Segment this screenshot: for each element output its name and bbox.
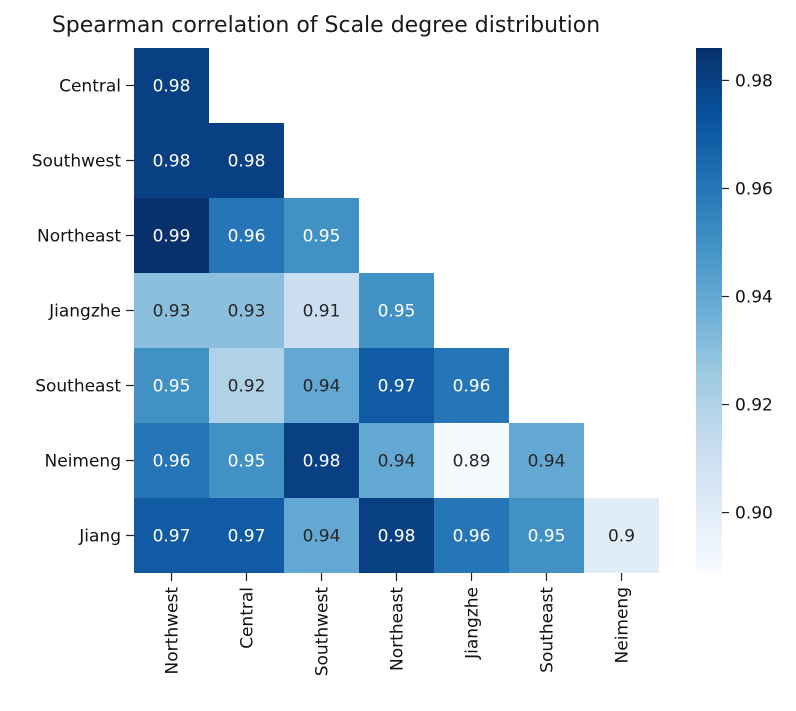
cell-value-label: 0.95 [228,452,266,472]
cell-value-label: 0.93 [228,302,266,322]
row-label: Central [59,77,121,97]
colorbar [696,48,722,572]
row-label: Jiangzhe [48,302,121,322]
heatmap-cell [134,123,209,198]
cell-value-label: 0.96 [228,227,266,247]
colorbar-ticks: 0.98 0.96 0.94 0.92 0.90 [722,71,773,524]
cell-value-label: 0.98 [153,152,191,172]
cell-value-label: 0.97 [378,377,416,397]
cell-value-label: 0.96 [453,527,491,547]
cell-value-label: 0.94 [528,452,566,472]
cell-value-label: 0.95 [378,302,416,322]
cell-value-label: 0.94 [378,452,416,472]
cell-value-label: 0.98 [153,77,191,97]
cell-value-label: 0.93 [153,302,191,322]
heatmap-cell [284,273,359,348]
heatmap-cells: 0.98 0.98 0.98 0.99 0.96 0.95 0.93 0.93 0.91 0.95… [134,48,659,573]
row-labels: Central Southwest Northeast Jiangzhe Southea… [32,77,134,547]
heatmap-cell [134,498,209,573]
cell-value-label: 0.95 [528,527,566,547]
cell-value-label: 0.9 [608,527,635,547]
heatmap-cell [434,423,509,498]
heatmap-cell [359,498,434,573]
heatmap-cell [284,423,359,498]
cell-value-label: 0.91 [303,302,341,322]
heatmap-cell [359,423,434,498]
cell-value-label: 0.99 [153,227,191,247]
cell-value-label: 0.97 [228,527,266,547]
cell-value-label: 0.94 [303,377,341,397]
row-label: Neimeng [45,452,121,472]
heatmap-cell [509,423,584,498]
cell-value-label: 0.96 [153,452,191,472]
heatmap-cell [284,498,359,573]
heatmap-cell [209,123,284,198]
column-label: Northeast [388,587,408,671]
heatmap-cell [134,273,209,348]
heatmap-cell [509,498,584,573]
cell-value-label: 0.89 [453,452,491,472]
cell-value-label: 0.98 [303,452,341,472]
heatmap-cell [209,273,284,348]
heatmap-cell [209,348,284,423]
cell-value-label: 0.92 [228,377,266,397]
chart-title: Spearman correlation of Scale degree dis… [52,13,600,38]
column-label: Central [238,587,258,649]
heatmap-cell [359,348,434,423]
heatmap-cell [134,198,209,273]
heatmap-cell [284,198,359,273]
heatmap-cell [209,198,284,273]
heatmap-cell [134,348,209,423]
heatmap-cell [134,48,209,123]
cell-value-label: 0.98 [228,152,266,172]
cell-value-label: 0.95 [303,227,341,247]
cell-value-label: 0.95 [153,377,191,397]
heatmap-cell [134,423,209,498]
column-label: Jiangzhe [463,587,483,660]
row-label: Southeast [35,377,121,397]
cell-value-label: 0.96 [453,377,491,397]
heatmap-cell [434,348,509,423]
colorbar-tick-label: 0.90 [735,504,773,524]
colorbar-tick-label: 0.96 [735,179,773,199]
heatmap-cell [209,498,284,573]
column-label: Neimeng [613,587,633,663]
heatmap-cell [359,273,434,348]
row-label: Jiang [78,527,121,547]
cell-value-label: 0.94 [303,527,341,547]
column-labels: Northwest Central Southwest Northeast Jiangz… [163,573,633,676]
heatmap-cell [584,498,659,573]
column-label: Southwest [313,587,333,677]
colorbar-tick-label: 0.98 [735,71,773,91]
heatmap-cell [434,498,509,573]
heatmap-cell [284,348,359,423]
column-label: Northwest [163,587,183,675]
row-label: Northeast [37,227,121,247]
cell-value-label: 0.97 [153,527,191,547]
colorbar-tick-label: 0.94 [735,287,773,307]
cell-value-label: 0.98 [378,527,416,547]
heatmap-cell [209,423,284,498]
row-label: Southwest [32,152,122,172]
column-label: Southeast [538,587,558,673]
colorbar-tick-label: 0.92 [735,396,773,416]
